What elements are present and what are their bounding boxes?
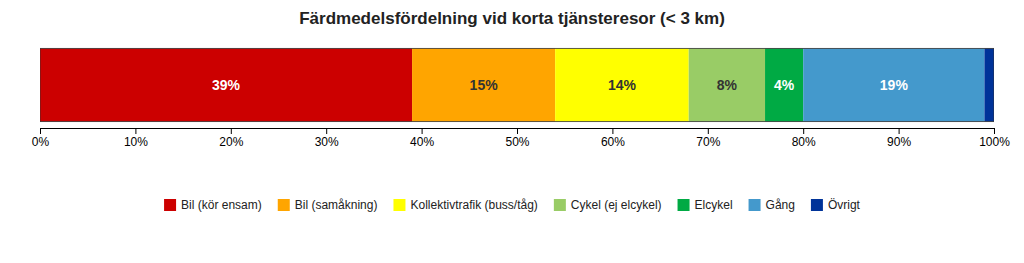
x-axis-line	[41, 129, 995, 135]
x-tick: 60%	[601, 128, 625, 149]
legend-swatch	[164, 199, 176, 211]
legend-label: Gång	[766, 198, 795, 212]
x-tick-label: 20%	[219, 135, 243, 149]
x-tick: 100%	[979, 128, 1010, 149]
x-tick-label: 100%	[979, 135, 1010, 149]
title: Färdmedelsfördelning vid korta tjänstere…	[299, 9, 725, 28]
legend-label: Bil (samåkning)	[295, 198, 378, 212]
bar-segment	[40, 48, 412, 121]
x-tick-mark	[422, 128, 423, 134]
legend-swatch	[811, 199, 823, 211]
x-tick-mark	[708, 128, 709, 134]
x-tick-label: 10%	[124, 135, 148, 149]
legend-label: Övrigt	[828, 198, 861, 212]
x-axis: 0% 10% 20% 30% 40% 50% 60% 70% 80% 90% 100%	[32, 128, 1010, 149]
data-label: 19%	[880, 77, 909, 93]
x-tick: 0%	[32, 128, 50, 149]
legend-item: Kollektivtrafik (buss/tåg)	[393, 198, 537, 212]
x-tick: 70%	[696, 128, 720, 149]
x-tick-label: 50%	[505, 135, 529, 149]
x-tick-label: 30%	[315, 135, 339, 149]
data-label: 15%	[470, 77, 499, 93]
x-tick-mark	[612, 128, 613, 134]
x-tick: 80%	[792, 128, 816, 149]
x-tick: 10%	[124, 128, 148, 149]
legend-swatch	[278, 199, 290, 211]
data-label: 14%	[608, 77, 637, 93]
x-tick-label: 0%	[32, 135, 50, 149]
bar-segment	[984, 48, 994, 121]
legend-item: Cykel (ej elcykel)	[554, 198, 662, 212]
legend-item: Elcykel	[678, 198, 733, 212]
bar-outline	[40, 48, 994, 121]
x-tick-label: 90%	[887, 135, 911, 149]
legend: Bil (kör ensam) Bil (samåkning) Kollektivt…	[164, 198, 861, 212]
x-tick-label: 40%	[410, 135, 434, 149]
x-tick-mark	[326, 128, 327, 134]
x-tick-label: 70%	[696, 135, 720, 149]
chart: Färdmedelsfördelning vid korta tjänstere…	[0, 0, 1024, 263]
plot: 39% 15% 14% 8% 4% 19% 0% 10% 20% 30% 40% 50% 60% 70% 8…	[32, 48, 1010, 148]
legend-swatch	[749, 199, 761, 211]
legend-label: Cykel (ej elcykel)	[571, 198, 662, 212]
x-tick-mark	[994, 128, 995, 134]
x-tick-mark	[135, 128, 136, 134]
legend-label: Kollektivtrafik (buss/tåg)	[410, 198, 537, 212]
legend-item: Övrigt	[811, 198, 861, 212]
legend-item: Gång	[749, 198, 795, 212]
x-tick-label: 80%	[792, 135, 816, 149]
x-tick: 90%	[887, 128, 911, 149]
bar-segment	[803, 48, 984, 121]
data-label: 4%	[774, 77, 795, 93]
legend-label: Elcykel	[695, 198, 733, 212]
bar-segment	[555, 48, 689, 121]
legend-item: Bil (kör ensam)	[164, 198, 262, 212]
legend-label: Bil (kör ensam)	[181, 198, 262, 212]
bar-segment	[412, 48, 555, 121]
x-tick: 20%	[219, 128, 243, 149]
data-label: 8%	[717, 77, 738, 93]
x-tick: 50%	[505, 128, 529, 149]
x-tick-label: 60%	[601, 135, 625, 149]
bar-segment	[765, 48, 803, 121]
bar-segment	[689, 48, 765, 121]
bars	[40, 48, 994, 121]
data-label: 39%	[212, 77, 241, 93]
legend-swatch	[554, 199, 566, 211]
legend-swatch	[393, 199, 405, 211]
x-tick-mark	[40, 128, 41, 134]
x-tick-mark	[517, 128, 518, 134]
x-tick-mark	[803, 128, 804, 134]
x-tick: 30%	[315, 128, 339, 149]
x-tick-mark	[899, 128, 900, 134]
data-labels: 39% 15% 14% 8% 4% 19%	[212, 77, 908, 93]
legend-item: Bil (samåkning)	[278, 198, 378, 212]
x-tick: 40%	[410, 128, 434, 149]
x-tick-mark	[231, 128, 232, 134]
legend-swatch	[678, 199, 690, 211]
